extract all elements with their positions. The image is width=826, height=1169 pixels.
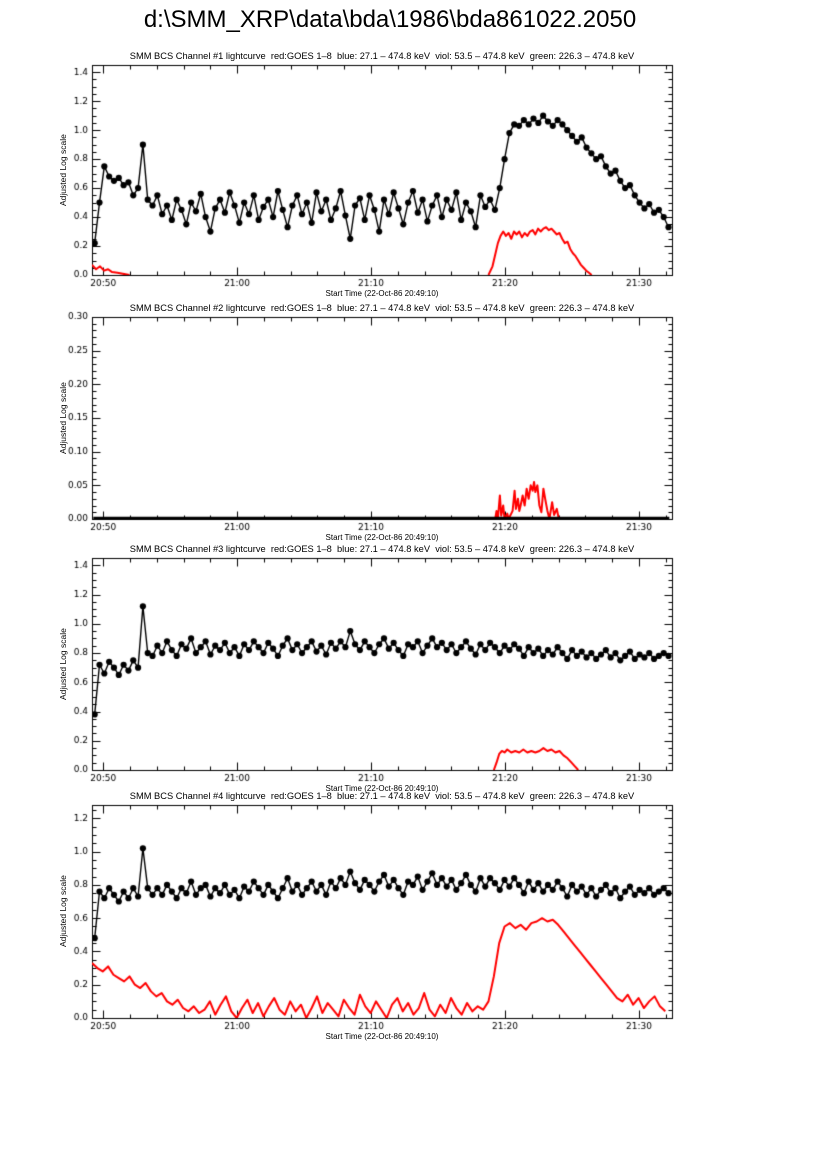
panel-1-title: SMM BCS Channel #1 lightcurve red:GOES 1…: [129, 51, 635, 61]
panel-2-ylabel: Adjusted Log scale: [58, 382, 68, 454]
panel-3-title: SMM BCS Channel #3 lightcurve red:GOES 1…: [129, 544, 635, 554]
panel-1-xlabel: Start Time (22-Oct-86 20:49:10): [325, 289, 439, 298]
panel-3-ylabel: Adjusted Log scale: [58, 628, 68, 700]
panel-4-ylabel: Adjusted Log scale: [58, 875, 68, 948]
panel-2-xlabel: Start Time (22-Oct-86 20:49:10): [325, 533, 439, 542]
panel-1-ylabel: Adjusted Log scale: [58, 134, 68, 206]
file-path-title: d:\SMM_XRP\data\bda\1986\bda861022.2050: [143, 6, 637, 33]
panel-4-title: SMM BCS Channel #4 lightcurve red:GOES 1…: [129, 791, 635, 801]
panel-3-xlabel: Start Time (22-Oct-86 20:49:10): [325, 784, 439, 793]
panel-4-xlabel: Start Time (22-Oct-86 20:49:10): [325, 1032, 439, 1041]
panel-2-title: SMM BCS Channel #2 lightcurve red:GOES 1…: [129, 303, 635, 313]
